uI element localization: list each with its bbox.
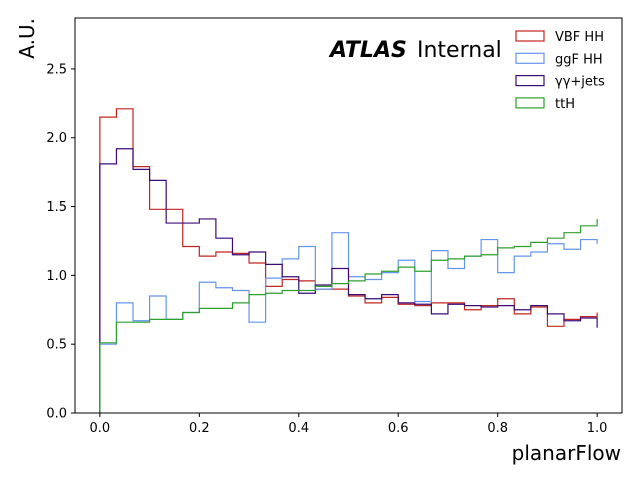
series-line-1: [99, 232, 598, 413]
legend-swatch: [515, 52, 545, 64]
series-line-3: [99, 218, 598, 413]
x-axis-title: planarFlow: [512, 441, 621, 465]
y-axis-title: A.U.: [15, 18, 39, 59]
x-axis: 0.0 0.2 0.4 0.6 0.8 1.0: [90, 413, 608, 436]
x-tick-label: 1.0: [587, 421, 608, 436]
legend-swatch: [515, 74, 545, 87]
atlas-label: ATLAS Internal: [328, 38, 502, 63]
plot-area: [74, 17, 623, 414]
x-tick-label: 0.6: [388, 421, 409, 436]
atlas-label-bold: ATLAS: [328, 38, 407, 63]
y-tick-label: 2.0: [46, 131, 67, 146]
legend-label: ggF HH: [555, 52, 603, 67]
y-tick-label: 1.0: [46, 269, 67, 284]
y-tick-label: 0.5: [46, 338, 67, 353]
plot-frame: [74, 17, 623, 414]
legend-label: γγ+jets: [555, 75, 605, 90]
x-tick-label: 0.4: [288, 421, 309, 436]
y-tick-label: 1.5: [46, 200, 67, 215]
atlas-label-normal: Internal: [417, 38, 502, 63]
series-line-0: [99, 108, 598, 413]
series-layer: [99, 108, 598, 413]
legend-label: ttH: [555, 97, 575, 112]
x-tick-label: 0.0: [90, 421, 111, 436]
series-line-2: [99, 148, 598, 413]
legend-swatch: [515, 30, 545, 42]
y-tick-label: 2.5: [46, 62, 67, 77]
y-axis: 0.0 0.5 1.0 1.5 2.0 2.5: [46, 62, 75, 422]
x-tick-label: 0.2: [189, 421, 210, 436]
y-tick-label: 0.0: [46, 407, 67, 422]
legend-label: VBF HH: [555, 30, 604, 45]
x-tick-label: 0.8: [487, 421, 508, 436]
legend-swatch: [515, 97, 545, 109]
legend: VBF HH ggF HH γγ+jets ttH: [515, 30, 605, 112]
